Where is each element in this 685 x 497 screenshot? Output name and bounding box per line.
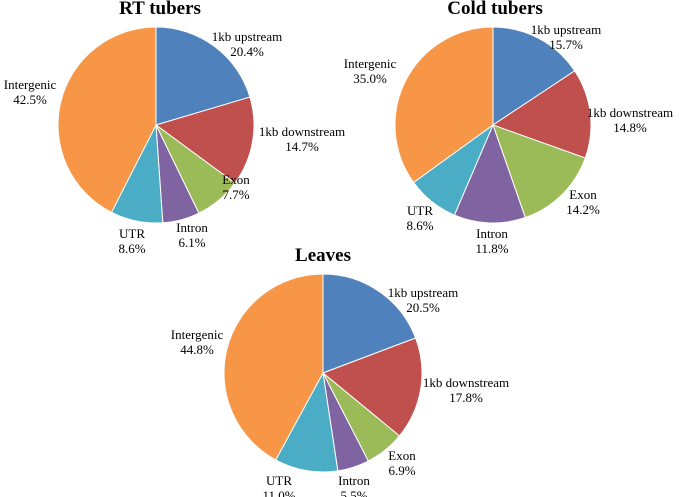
slice-label-leaves-intergenic: Intergenic 44.8% — [171, 327, 224, 357]
slice-percent: 14.2% — [566, 202, 600, 217]
slice-label-cold-tubers-exon: Exon 14.2% — [566, 187, 600, 217]
pie-slice-rt-tubers-intergenic — [57, 26, 157, 213]
slice-label-rt-tubers-utr: UTR 8.6% — [118, 226, 145, 256]
pie-slice-cold-tubers-1kb-downstream — [491, 70, 592, 159]
pie-slice-leaves-intergenic — [223, 273, 324, 461]
slice-name: Intron — [476, 226, 508, 241]
slice-percent: 8.6% — [406, 218, 433, 233]
pie-slice-cold-tubers-exon — [492, 124, 586, 219]
slice-name: UTR — [407, 203, 433, 218]
slice-label-cold-tubers-intergenic: Intergenic 35.0% — [344, 56, 397, 86]
slice-percent: 11.0% — [262, 488, 295, 497]
slice-name: 1kb downstream — [259, 124, 345, 139]
slice-percent: 11.8% — [475, 241, 508, 256]
slice-label-cold-tubers-utr: UTR 8.6% — [406, 203, 433, 233]
pie-slice-rt-tubers-1kb-downstream — [154, 96, 255, 184]
slice-name: Intergenic — [344, 56, 397, 71]
pie-rt-tubers: RT tubers 1kb upstream 20.4% 1kb downstream… — [4, 0, 345, 256]
chart-title-rt-tubers: RT tubers — [119, 0, 201, 19]
slice-label-cold-tubers-1kb-downstream: 1kb downstream 14.8% — [587, 105, 673, 135]
slice-label-leaves-intron: Intron 5.5% — [338, 473, 370, 497]
chart-title-cold-tubers: Cold tubers — [447, 0, 543, 19]
slice-name: UTR — [119, 226, 145, 241]
slice-percent: 8.6% — [118, 241, 145, 256]
slice-name: Intron — [338, 473, 370, 488]
slice-percent: 7.7% — [222, 187, 249, 202]
slice-name: 1kb upstream — [388, 285, 458, 300]
slice-name: 1kb upstream — [212, 29, 282, 44]
slice-label-leaves-utr: UTR 11.0% — [262, 473, 295, 497]
slice-label-rt-tubers-intergenic: Intergenic 42.5% — [4, 77, 57, 107]
slice-percent: 14.7% — [285, 139, 319, 154]
slice-label-leaves-exon: Exon 6.9% — [388, 448, 416, 478]
slice-name: 1kb downstream — [587, 105, 673, 120]
slice-label-cold-tubers-1kb-upstream: 1kb upstream 15.7% — [531, 22, 601, 52]
slice-percent: 5.5% — [340, 488, 367, 497]
pie-slice-leaves-1kb-downstream — [322, 337, 423, 437]
slice-name: 1kb upstream — [531, 22, 601, 37]
pie-slice-rt-tubers-1kb-upstream — [155, 26, 251, 126]
slice-percent: 17.8% — [449, 390, 483, 405]
slice-name: Intron — [176, 220, 208, 235]
slice-percent: 14.8% — [613, 120, 647, 135]
slice-label-rt-tubers-1kb-downstream: 1kb downstream 14.7% — [259, 124, 345, 154]
slice-percent: 15.7% — [549, 37, 583, 52]
slice-percent: 35.0% — [353, 71, 387, 86]
slice-label-rt-tubers-intron: Intron 6.1% — [176, 220, 208, 250]
slice-label-leaves-1kb-upstream: 1kb upstream 20.5% — [388, 285, 458, 315]
slice-name: Exon — [222, 172, 250, 187]
slice-name: UTR — [266, 473, 292, 488]
slice-label-rt-tubers-exon: Exon 7.7% — [222, 172, 250, 202]
slice-label-leaves-1kb-downstream: 1kb downstream 17.8% — [423, 375, 509, 405]
pie-slice-cold-tubers-intron — [453, 123, 526, 224]
slice-name: Intergenic — [4, 77, 57, 92]
slice-percent: 6.1% — [178, 235, 205, 250]
pie-leaves: Leaves 1kb upstream 20.5% 1kb downstream 17.… — [171, 245, 509, 497]
slice-label-cold-tubers-intron: Intron 11.8% — [475, 226, 508, 256]
slice-percent: 6.9% — [388, 463, 415, 478]
slice-name: Intergenic — [171, 327, 224, 342]
slice-percent: 20.4% — [230, 44, 264, 59]
pie-slice-cold-tubers-intergenic — [394, 26, 494, 184]
pie-slice-cold-tubers-1kb-upstream — [492, 26, 576, 126]
chart-title-leaves: Leaves — [295, 245, 351, 266]
slice-name: 1kb downstream — [423, 375, 509, 390]
slice-percent: 20.5% — [406, 300, 440, 315]
slice-percent: 42.5% — [13, 92, 47, 107]
slice-name: Exon — [569, 187, 597, 202]
slice-percent: 44.8% — [180, 342, 214, 357]
pie-slice-leaves-1kb-upstream — [322, 273, 417, 374]
pie-cold-tubers: Cold tubers 1kb upstream 15.7% 1kb downstre… — [344, 0, 673, 256]
slice-label-rt-tubers-1kb-upstream: 1kb upstream 20.4% — [212, 29, 282, 59]
slice-name: Exon — [388, 448, 416, 463]
